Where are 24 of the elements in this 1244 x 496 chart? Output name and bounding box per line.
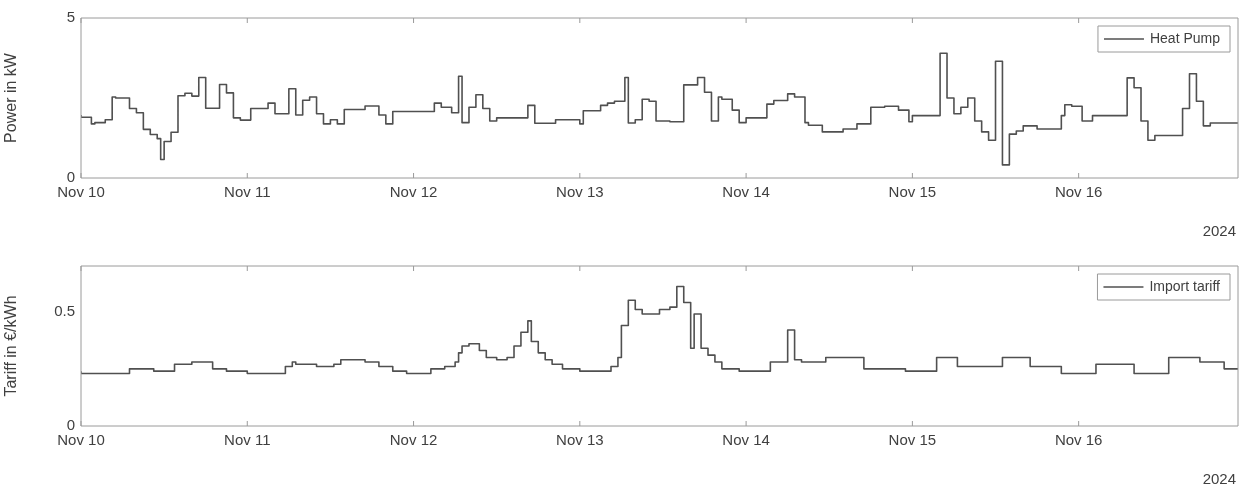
x-tick-label: Nov 11: [224, 431, 271, 449]
x-tick-label: Nov 15: [888, 431, 937, 449]
y-tick-label: 5: [66, 8, 75, 26]
x-tick-label: Nov 14: [722, 431, 770, 449]
x-tick-label: Nov 16: [1054, 431, 1103, 449]
y-tick-label: 0: [66, 416, 75, 434]
y-axis-title: Power in kW: [2, 52, 20, 143]
x-tick-label: Nov 13: [556, 183, 604, 201]
x-tick-label: Nov 12: [389, 431, 438, 449]
x-tick-label: Nov 14: [722, 183, 770, 201]
y-tick-label: 0.5: [54, 301, 75, 319]
x-tick-label: Nov 11: [224, 183, 271, 201]
y-tick-label: 0: [66, 168, 75, 186]
x-tick-label: Nov 12: [389, 183, 438, 201]
x-tick-label: Nov 15: [888, 183, 937, 201]
legend-label: Import tariff: [1149, 277, 1221, 294]
x-tick-label: Nov 13: [556, 431, 604, 449]
text: 2024: [1202, 222, 1236, 239]
y-axis-title: Tariff in €/kWh: [2, 295, 20, 397]
text: 2024: [1202, 470, 1236, 487]
legend-label: Heat Pump: [1149, 29, 1221, 46]
x-tick-label: Nov 16: [1054, 183, 1103, 201]
x-tick-label: Nov 10: [57, 431, 105, 449]
x-tick-label: Nov 10: [57, 183, 105, 201]
